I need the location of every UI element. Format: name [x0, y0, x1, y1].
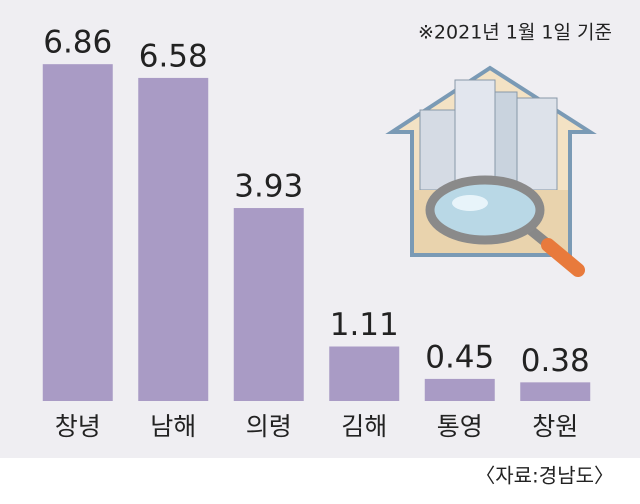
x-tick-label: 창녕 — [55, 412, 101, 441]
x-tick-label: 남해 — [150, 412, 196, 441]
bar — [329, 346, 400, 401]
source: 〈자료:경남도〉 — [475, 464, 614, 488]
x-tick-label: 통영 — [437, 412, 483, 441]
value-label: 6.86 — [43, 25, 112, 61]
bar — [424, 378, 495, 401]
house-illustration — [385, 65, 597, 277]
value-label: 3.93 — [234, 169, 303, 205]
value-label: 0.38 — [521, 343, 590, 379]
value-label: 6.58 — [139, 38, 208, 74]
bar — [42, 64, 113, 401]
x-tick-label: 의령 — [246, 412, 292, 441]
bar — [233, 208, 304, 401]
x-tick-label: 창원 — [532, 412, 578, 441]
note: ※2021년 1월 1일 기준 — [418, 22, 612, 44]
value-label: 1.11 — [330, 307, 399, 343]
bar — [138, 77, 209, 401]
x-tick-label: 김해 — [341, 412, 387, 441]
bar — [520, 382, 591, 401]
value-label: 0.45 — [425, 339, 494, 375]
